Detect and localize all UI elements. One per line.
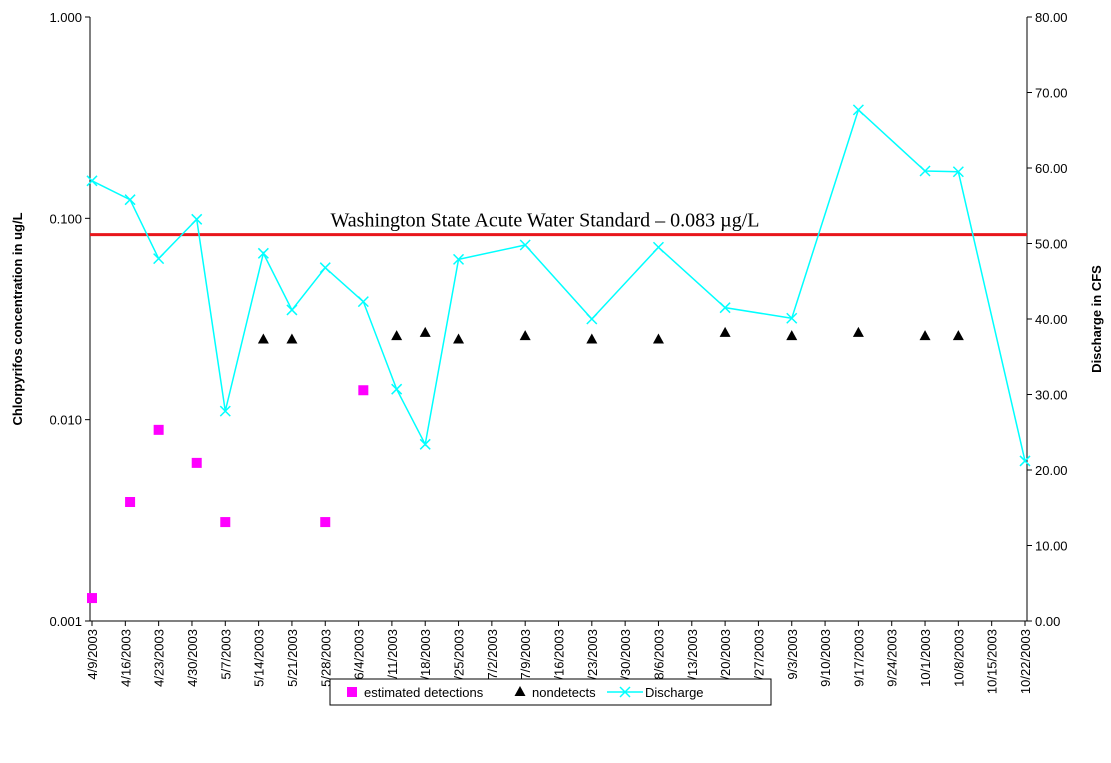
- x-marker: [519, 239, 531, 251]
- square-marker: [125, 496, 136, 507]
- x-marker: [919, 165, 931, 177]
- x-tick-label: 4/23/2003: [152, 629, 167, 687]
- legend-swatch: [347, 687, 357, 697]
- x-marker: [786, 312, 798, 324]
- y2-tick-label: 80.00: [1035, 10, 1068, 25]
- x-tick-label: 10/8/2003: [951, 629, 966, 687]
- x-marker: [357, 296, 369, 308]
- x-marker: [419, 438, 431, 450]
- x-tick-label: 5/7/2003: [218, 629, 233, 680]
- x-tick-label: 10/22/2003: [1018, 629, 1033, 694]
- x-marker: [719, 302, 731, 314]
- triangle-marker: [419, 326, 431, 337]
- x-tick-label: 6/18/2003: [418, 629, 433, 687]
- legend-label: Discharge: [645, 685, 704, 700]
- x-marker: [1019, 455, 1031, 467]
- triangle-marker: [391, 330, 403, 341]
- triangle-marker: [852, 326, 864, 337]
- x-tick-label: 8/27/2003: [751, 629, 766, 687]
- square-marker: [153, 424, 164, 435]
- x-tick-label: 9/3/2003: [785, 629, 800, 680]
- x-tick-label: 9/17/2003: [851, 629, 866, 687]
- y2-tick-label: 20.00: [1035, 463, 1068, 478]
- triangle-marker: [652, 333, 664, 344]
- x-marker: [86, 175, 98, 187]
- x-tick-label: 5/28/2003: [318, 629, 333, 687]
- x-marker: [652, 241, 664, 253]
- y2-tick-label: 40.00: [1035, 312, 1068, 327]
- x-marker: [453, 253, 465, 265]
- triangle-marker: [453, 333, 465, 344]
- x-tick-label: 5/14/2003: [252, 629, 267, 687]
- triangle-marker: [519, 330, 531, 341]
- square-marker: [220, 517, 231, 528]
- legend-swatch: [619, 686, 631, 698]
- x-marker: [391, 383, 403, 395]
- triangle-marker: [952, 330, 964, 341]
- reference-label: Washington State Acute Water Standard – …: [331, 210, 760, 232]
- y2-tick-label: 30.00: [1035, 388, 1068, 403]
- square-marker: [320, 517, 331, 528]
- triangle-marker: [257, 333, 269, 344]
- triangle-marker: [919, 330, 931, 341]
- x-tick-label: 7/2/2003: [485, 629, 500, 680]
- y2-tick-label: 50.00: [1035, 237, 1068, 252]
- legend-box: [329, 678, 772, 706]
- legend-label: estimated detections: [364, 685, 484, 700]
- triangle-marker: [286, 333, 298, 344]
- x-marker: [286, 304, 298, 316]
- x-marker: [952, 166, 964, 178]
- x-tick-label: 10/15/2003: [985, 629, 1000, 694]
- x-tick-label: 4/9/2003: [85, 629, 100, 680]
- x-tick-label: 9/24/2003: [885, 629, 900, 687]
- x-tick-label: 5/21/2003: [285, 629, 300, 687]
- y2-tick-label: 10.00: [1035, 539, 1068, 554]
- x-tick-label: 4/30/2003: [185, 629, 200, 687]
- triangle-marker: [719, 326, 731, 337]
- x-tick-label: 8/20/2003: [718, 629, 733, 687]
- triangle-marker: [586, 333, 598, 344]
- x-tick-label: 6/4/2003: [352, 629, 367, 680]
- square-marker: [87, 593, 97, 604]
- y2-axis-label: Discharge in CFS: [1089, 265, 1104, 373]
- y-tick-label: 0.001: [49, 614, 82, 629]
- x-tick-label: 7/23/2003: [585, 629, 600, 687]
- square-marker: [191, 457, 202, 468]
- x-tick-label: 6/25/2003: [452, 629, 467, 687]
- legend-label: nondetects: [532, 685, 596, 700]
- x-tick-label: 10/1/2003: [918, 629, 933, 687]
- x-marker: [219, 405, 231, 417]
- x-marker: [191, 213, 203, 225]
- y-tick-label: 1.000: [49, 10, 82, 25]
- y2-tick-label: 70.00: [1035, 86, 1068, 101]
- x-tick-label: 6/11/2003: [385, 629, 400, 686]
- x-marker: [852, 104, 864, 116]
- x-tick-label: 9/10/2003: [818, 629, 833, 687]
- y2-tick-label: 60.00: [1035, 161, 1068, 176]
- x-marker: [257, 247, 269, 259]
- x-tick-label: 7/30/2003: [618, 629, 633, 687]
- square-marker: [358, 385, 369, 396]
- x-tick-label: 8/6/2003: [651, 629, 666, 680]
- y-axis-label: Chlorpyrifos concentration in ug/L: [10, 212, 25, 425]
- triangle-marker: [786, 330, 798, 341]
- x-tick-label: 8/13/2003: [685, 629, 700, 687]
- legend-swatch: [514, 686, 526, 696]
- x-tick-label: 7/9/2003: [518, 629, 533, 680]
- x-marker: [153, 253, 165, 265]
- x-tick-label: 7/16/2003: [552, 629, 567, 687]
- y2-tick-label: 0.00: [1035, 614, 1060, 629]
- x-marker: [586, 313, 598, 325]
- y-tick-label: 0.010: [49, 413, 82, 428]
- x-marker: [124, 194, 136, 206]
- y-tick-label: 0.100: [49, 211, 82, 226]
- x-tick-label: 4/16/2003: [118, 629, 133, 687]
- x-marker: [319, 262, 331, 274]
